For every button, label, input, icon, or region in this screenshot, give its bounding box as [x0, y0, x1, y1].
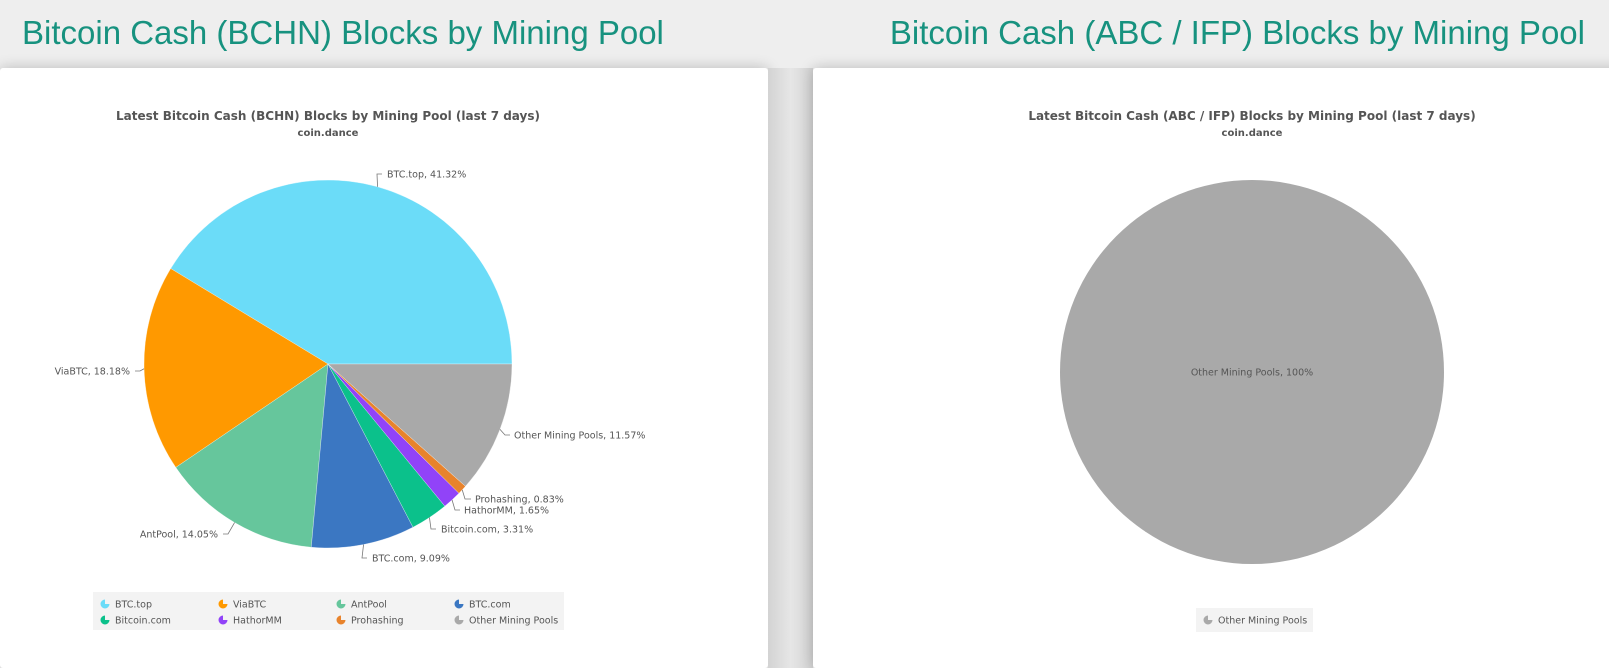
pie-slice-other-mining-pools	[327, 363, 513, 487]
legend-label: Bitcoin.com	[115, 616, 171, 627]
legend-item-hathormm: HathorMM	[218, 615, 282, 627]
pie-slice-viabtc	[143, 268, 329, 468]
legend-label: ViaBTC	[233, 600, 267, 611]
legend-item-viabtc: ViaBTC	[218, 599, 267, 611]
legend-label: AntPool	[351, 600, 387, 611]
label-leader-line	[223, 522, 235, 535]
label-leader-line	[429, 517, 436, 530]
chart-legend: BTC.top ViaBTC AntPool BTC.com Bitcoin.com Ha…	[93, 592, 564, 630]
left-chart-panel: Latest Bitcoin Cash (BCHN) Blocks by Min…	[0, 68, 768, 668]
legend-item-other-mining-pools: Other Mining Pools	[454, 615, 558, 627]
legend-item-bitcoin-com: Bitcoin.com	[100, 615, 171, 627]
data-label-other-mining-pools: Other Mining Pools, 11.57%	[514, 431, 645, 442]
data-label-viabtc: ViaBTC, 18.18%	[55, 367, 130, 378]
data-label-btc-com: BTC.com, 9.09%	[372, 554, 450, 565]
legend-label: HathorMM	[233, 616, 282, 627]
left-section-title: Bitcoin Cash (BCHN) Blocks by Mining Poo…	[22, 14, 664, 51]
pie-slice-btc-top	[170, 179, 513, 365]
label-leader-line	[499, 429, 510, 436]
pie-slice-antpool	[175, 363, 329, 548]
legend-label: BTC.top	[115, 600, 152, 611]
label-leader-line	[451, 499, 460, 511]
right-section-title: Bitcoin Cash (ABC / IFP) Blocks by Minin…	[889, 14, 1585, 51]
data-label-other-mining-pools: Other Mining Pools, 100%	[1191, 368, 1313, 379]
pie-slice-btc-com	[311, 363, 414, 549]
data-label-hathormm: HathorMM, 1.65%	[464, 506, 549, 517]
data-label-prohashing: Prohashing, 0.83%	[475, 495, 564, 506]
legend-item-other-mining-pools: Other Mining Pools	[1203, 615, 1307, 627]
data-label-btc-top: BTC.top, 41.32%	[387, 170, 466, 181]
label-leader-line	[461, 489, 471, 500]
data-label-antpool: AntPool, 14.05%	[140, 530, 218, 541]
chart-subtitle: coin.dance	[298, 128, 359, 139]
chart-title: Latest Bitcoin Cash (BCHN) Blocks by Min…	[116, 109, 540, 123]
right-chart-panel: Latest Bitcoin Cash (ABC / IFP) Blocks b…	[813, 68, 1609, 668]
label-leader-line	[361, 544, 367, 559]
label-leader-line	[376, 173, 382, 187]
chart-title: Latest Bitcoin Cash (ABC / IFP) Blocks b…	[1028, 109, 1475, 123]
label-leader-line	[135, 368, 145, 372]
legend-label: BTC.com	[469, 600, 511, 611]
panel-gutter	[768, 68, 813, 668]
legend-item-btc-com: BTC.com	[454, 599, 511, 611]
legend-background	[1196, 608, 1313, 632]
chart-legend: Other Mining Pools	[1196, 608, 1313, 632]
left-pie-chart: Latest Bitcoin Cash (BCHN) Blocks by Min…	[55, 109, 645, 630]
legend-item-btc-top: BTC.top	[100, 599, 152, 611]
legend-label: Other Mining Pools	[469, 616, 558, 627]
legend-label: Prohashing	[351, 616, 404, 627]
right-pie-chart: Latest Bitcoin Cash (ABC / IFP) Blocks b…	[1028, 109, 1476, 632]
legend-item-antpool: AntPool	[336, 599, 387, 611]
chart-subtitle: coin.dance	[1222, 128, 1283, 139]
pie-slice-other-mining-pools	[1060, 180, 1444, 564]
legend-item-prohashing: Prohashing	[336, 615, 404, 627]
legend-label: Other Mining Pools	[1218, 616, 1307, 627]
data-label-bitcoin-com: Bitcoin.com, 3.31%	[441, 525, 533, 536]
legend-background	[93, 592, 564, 630]
